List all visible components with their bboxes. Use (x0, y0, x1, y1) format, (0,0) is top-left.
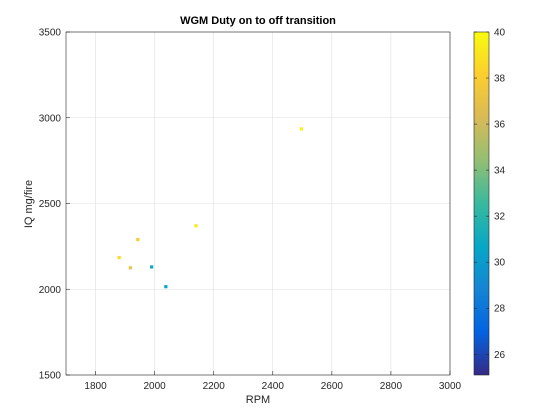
x-tick-label: 2000 (143, 381, 166, 392)
x-tick-label: 3000 (439, 381, 462, 392)
colorbar-tick-label: 34 (494, 166, 506, 177)
colorbar-tick-label: 26 (494, 350, 506, 361)
y-tick-label: 2000 (39, 285, 62, 296)
x-axis-label: RPM (246, 394, 270, 406)
colorbar-tick-label: 30 (494, 258, 506, 269)
colorbar-tick-label: 38 (494, 74, 506, 85)
y-tick-label: 3500 (39, 28, 62, 39)
y-axis-label: IQ mg/fire (23, 180, 35, 228)
data-point (164, 285, 168, 289)
colorbar-ticks: 26 28 30 32 34 36 38 40 (474, 28, 506, 361)
x-axis-ticks: 1800 2000 2200 2400 2600 2800 3000 (84, 371, 462, 392)
x-tick-label: 2600 (321, 381, 344, 392)
colorbar-tick-label: 40 (494, 28, 506, 39)
y-tick-label: 2500 (39, 199, 62, 210)
x-tick-label: 1800 (84, 381, 107, 392)
data-point (117, 255, 121, 260)
colorbar (473, 31, 490, 376)
x-tick-label: 2800 (380, 381, 403, 392)
colorbar-tick-label: 36 (494, 120, 506, 131)
y-tick-label: 1500 (39, 371, 62, 382)
data-point (150, 265, 154, 269)
x-tick-label: 2400 (262, 381, 285, 392)
colorbar-tick-label: 28 (494, 304, 506, 315)
data-point (128, 266, 132, 270)
data-points (117, 127, 304, 289)
colorbar-tick-label: 32 (494, 212, 506, 223)
data-point (299, 127, 304, 131)
chart-title: WGM Duty on to off transition (180, 15, 336, 27)
y-tick-label: 3000 (39, 113, 62, 124)
x-tick-label: 2200 (203, 381, 226, 392)
y-axis-ticks: 1500 2000 2500 3000 3500 (39, 28, 70, 382)
data-point (194, 224, 198, 228)
data-point (136, 237, 140, 242)
